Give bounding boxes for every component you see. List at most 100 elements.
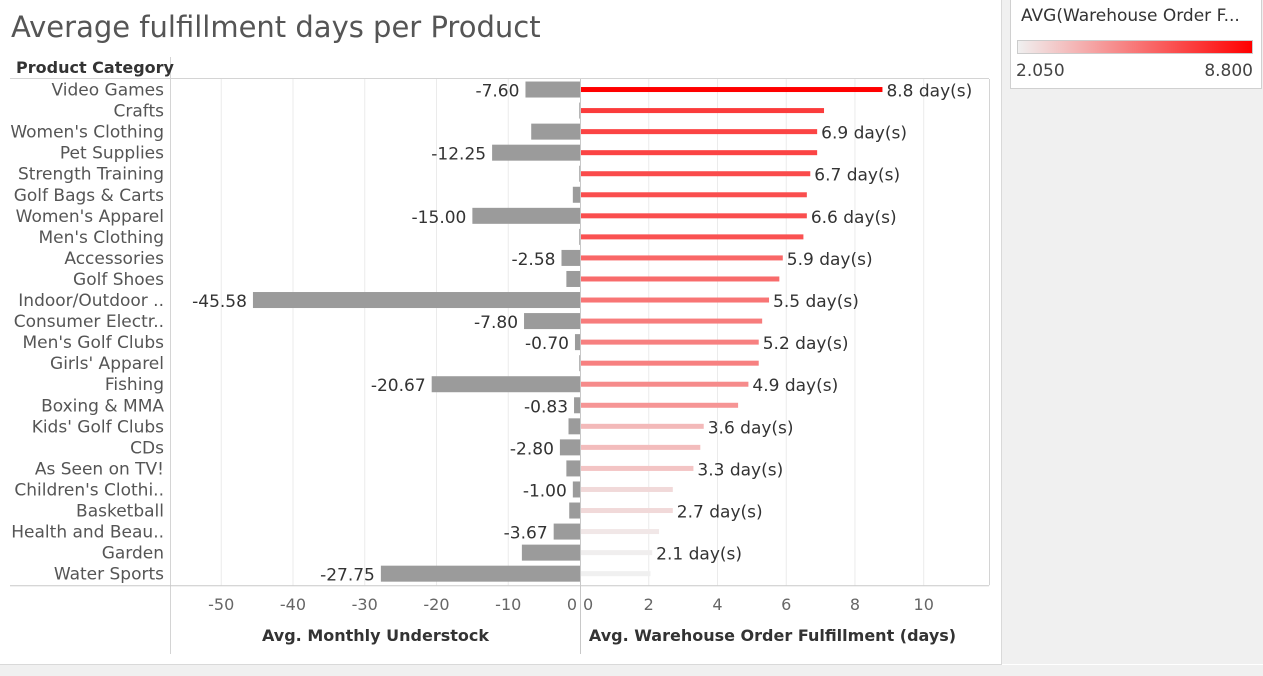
fulfillment-bar [580, 423, 704, 429]
category-label: Girls' Apparel [50, 354, 164, 374]
fulfillment-bar [580, 444, 701, 450]
fulfillment-bar [580, 297, 770, 303]
fulfillment-data-label: 2.1 day(s) [656, 545, 742, 565]
understock-bar [492, 144, 580, 161]
category-label: Kids' Golf Clubs [32, 417, 164, 437]
understock-bar [568, 418, 580, 435]
fulfillment-data-label: 3.6 day(s) [708, 418, 794, 438]
understock-bar [524, 313, 580, 330]
understock-bar [574, 397, 580, 414]
fulfillment-bar [580, 486, 673, 492]
x-tick-label: 0 [583, 595, 593, 614]
understock-data-label: -7.80 [474, 313, 518, 333]
fulfillment-bar [580, 508, 673, 514]
category-label: Men's Golf Clubs [22, 333, 164, 353]
understock-data-label: -0.70 [525, 334, 569, 354]
category-label: Women's Clothing [10, 123, 164, 143]
category-label: Video Games [51, 81, 164, 101]
understock-bar [579, 228, 581, 245]
understock-data-label: -15.00 [412, 208, 467, 228]
x-axis-title-understock: Avg. Monthly Understock [262, 626, 489, 645]
understock-bar [561, 249, 580, 266]
category-label: Children's Clothi.. [14, 480, 164, 500]
understock-bar [566, 460, 580, 477]
fulfillment-data-label: 4.9 day(s) [752, 376, 838, 396]
fulfillment-data-label: 8.8 day(s) [886, 82, 972, 102]
fulfillment-bar [580, 550, 653, 556]
fulfillment-bar [580, 234, 804, 240]
fulfillment-data-label: 5.5 day(s) [773, 292, 859, 312]
category-label: Crafts [114, 102, 165, 122]
category-label: Water Sports [54, 565, 164, 585]
fulfillment-data-label: 6.6 day(s) [811, 208, 897, 228]
understock-bar [559, 439, 580, 456]
understock-data-label: -45.58 [192, 292, 247, 312]
x-tick-label: 10 [914, 595, 934, 614]
chart-title: Average fulfillment days per Product [11, 10, 541, 44]
category-label: Indoor/Outdoor .. [18, 291, 164, 311]
category-label: Consumer Electr.. [14, 312, 164, 332]
understock-data-label: -2.58 [511, 250, 555, 270]
bottom-strip [0, 665, 1263, 676]
fulfillment-data-label: 2.7 day(s) [677, 503, 763, 523]
fulfillment-bar [580, 108, 825, 114]
legend-title: AVG(Warehouse Order F... [1021, 6, 1240, 26]
x-tick-label: -50 [208, 595, 234, 614]
understock-data-label: -27.75 [320, 566, 375, 586]
x-tick-label: 0 [567, 595, 577, 614]
fulfillment-bar [580, 150, 818, 156]
understock-bar [472, 207, 580, 224]
fulfillment-bar [580, 171, 811, 177]
fulfillment-data-label: 6.7 day(s) [814, 166, 900, 186]
understock-data-label: -20.67 [371, 376, 426, 396]
fulfillment-data-label: 3.3 day(s) [697, 460, 783, 480]
right-panel [1002, 0, 1263, 664]
understock-bar [569, 502, 580, 519]
fulfillment-bar [580, 255, 783, 261]
fulfillment-bar [580, 360, 759, 366]
grid-layer [220, 79, 925, 586]
category-label: Pet Supplies [60, 144, 164, 164]
understock-bar [380, 565, 580, 582]
fulfillment-bar [580, 213, 807, 219]
category-label: Accessories [64, 249, 164, 269]
x-tick-label: 6 [781, 595, 791, 614]
category-label: CDs [130, 438, 164, 458]
fulfillment-bar [580, 192, 807, 198]
fulfillment-bar [580, 381, 749, 387]
understock-bar [521, 544, 580, 561]
category-label: Strength Training [18, 165, 164, 185]
fulfillment-bar [580, 87, 883, 93]
x-tick-label: 2 [644, 595, 654, 614]
bars-layer [252, 81, 883, 582]
fulfillment-bar [580, 402, 739, 408]
x-tick-label: -30 [352, 595, 378, 614]
x-tick-label: 8 [850, 595, 860, 614]
fulfillment-bar [580, 129, 818, 135]
understock-data-label: -1.00 [523, 481, 567, 501]
fulfillment-data-label: 6.9 day(s) [821, 124, 907, 144]
category-label: Women's Apparel [16, 207, 164, 227]
fulfillment-bar [580, 339, 759, 345]
row-header-label: Product Category [16, 58, 175, 77]
understock-data-label: -0.83 [524, 397, 568, 417]
color-legend[interactable]: AVG(Warehouse Order F... 2.050 8.800 [1010, 0, 1262, 89]
understock-bar [579, 102, 581, 119]
understock-bar [531, 123, 580, 140]
understock-data-label: -3.67 [504, 524, 548, 544]
understock-bar [252, 292, 580, 309]
category-label: Health and Beau.. [11, 523, 164, 543]
category-label: Men's Clothing [38, 228, 164, 248]
category-label: Fishing [105, 375, 164, 395]
x-tick-label: 4 [712, 595, 722, 614]
x-tick-label: -20 [423, 595, 449, 614]
legend-min-label: 2.050 [1016, 61, 1065, 81]
category-label: Boxing & MMA [41, 396, 164, 416]
category-label: Golf Shoes [73, 270, 164, 290]
understock-data-label: -2.80 [510, 439, 554, 459]
category-label: Golf Bags & Carts [14, 186, 164, 206]
understock-data-label: -12.25 [431, 145, 486, 165]
fulfillment-bar [580, 318, 763, 324]
understock-bar [525, 81, 580, 98]
fulfillment-bar [580, 571, 651, 577]
